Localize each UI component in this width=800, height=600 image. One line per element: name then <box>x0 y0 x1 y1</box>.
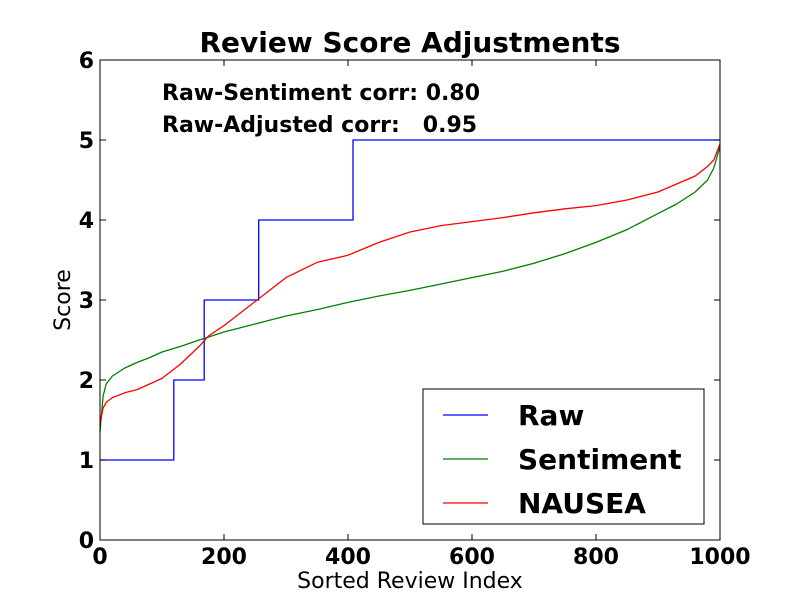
legend-box <box>422 388 705 525</box>
y-tick-label: 6 <box>79 49 94 74</box>
y-tick-label: 5 <box>79 129 94 154</box>
y-axis-label: Score <box>51 269 76 331</box>
y-tick-label: 1 <box>79 449 94 474</box>
y-tick-label: 4 <box>79 209 94 234</box>
y-tick-label: 2 <box>79 369 94 394</box>
chart-title: Review Score Adjustments <box>200 26 621 59</box>
x-tick-label: 600 <box>449 545 495 570</box>
legend-label-nausea: NAUSEA <box>518 487 646 520</box>
legend-label-sentiment: Sentiment <box>518 443 682 476</box>
legend: Raw Sentiment NAUSEA <box>422 388 705 525</box>
series-line-nausea <box>99 143 721 425</box>
x-tick-label: 200 <box>201 545 247 570</box>
legend-label-raw: Raw <box>518 399 584 432</box>
series-line-raw <box>100 139 720 461</box>
series-line-sentiment <box>99 146 721 433</box>
series-layer <box>99 139 721 461</box>
x-tick-label: 1000 <box>689 545 750 570</box>
x-tick-label: 800 <box>573 545 619 570</box>
ticks-layer: 0 200 400 600 800 1000 0 1 2 3 4 5 6 <box>79 49 751 570</box>
annotation-raw-adjusted: Raw-Adjusted corr: 0.95 <box>162 113 477 138</box>
y-tick-label: 0 <box>79 529 94 554</box>
y-tick-label: 3 <box>79 289 94 314</box>
x-axis-label: Sorted Review Index <box>297 569 523 594</box>
annotation-raw-sentiment: Raw-Sentiment corr: 0.80 <box>162 81 480 106</box>
x-tick-label: 0 <box>92 545 107 570</box>
x-tick-label: 400 <box>325 545 371 570</box>
